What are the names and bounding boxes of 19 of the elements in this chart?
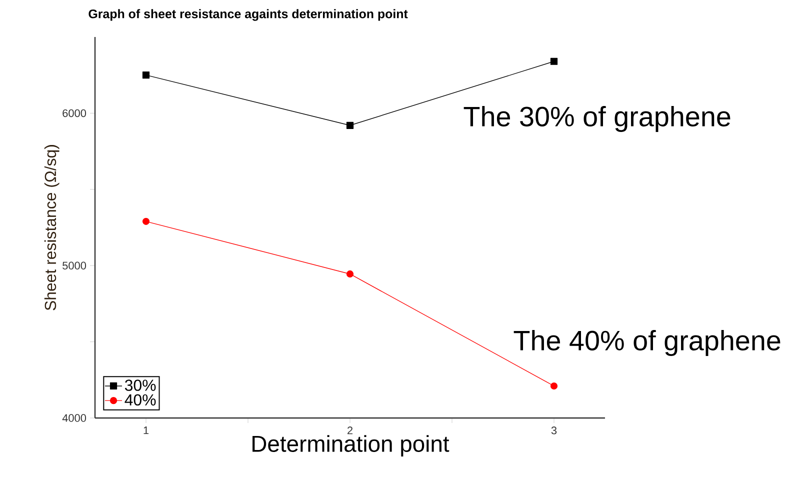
- legend-label: 40%: [124, 394, 156, 406]
- point: [346, 270, 354, 278]
- annotation: The 40% of graphene: [514, 330, 780, 356]
- point: [550, 382, 558, 390]
- y-tick-label: 4000: [62, 414, 86, 422]
- x-tick-label: 1: [144, 426, 149, 434]
- chart-title: Graph of sheet resistance againts determination point: [88, 9, 408, 21]
- y-axis-title: Sheet resistance (Ω/sq): [44, 145, 60, 310]
- point: [346, 122, 354, 129]
- x-axis-title: Determination point: [252, 435, 450, 456]
- y-tick-label: 5000: [62, 262, 86, 270]
- x-tick-label: 2: [348, 426, 352, 434]
- x-tick-label: 3: [551, 426, 557, 434]
- point: [550, 58, 558, 65]
- annotation: The 30% of graphene: [464, 106, 730, 132]
- legend-label: 30%: [124, 380, 156, 391]
- point: [142, 72, 150, 79]
- y-tick-label: 6000: [62, 109, 86, 118]
- point: [142, 218, 150, 225]
